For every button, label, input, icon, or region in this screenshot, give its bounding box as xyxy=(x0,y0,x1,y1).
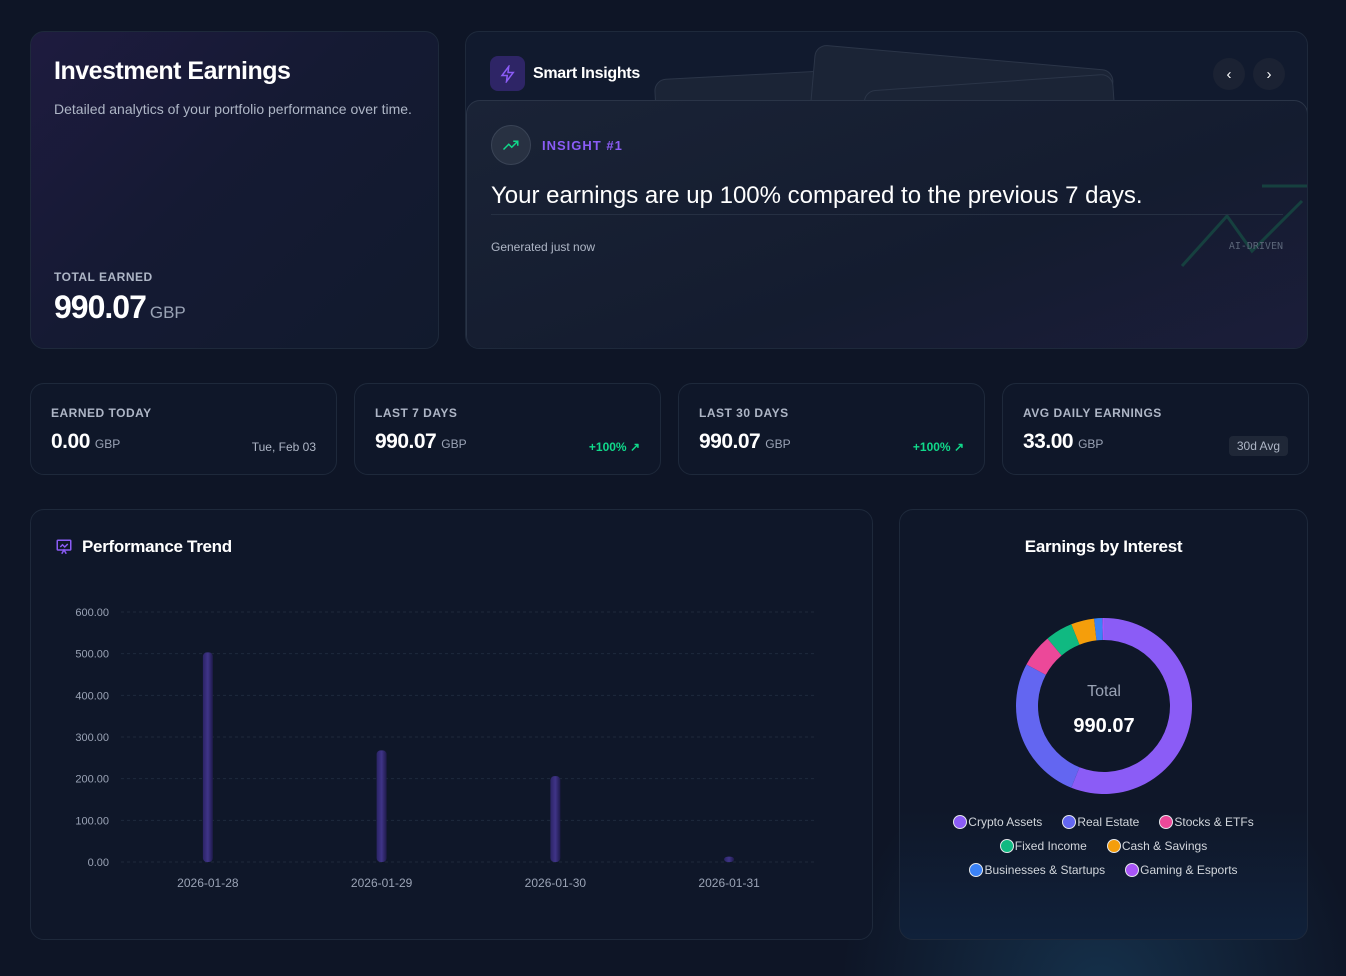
legend-item[interactable]: Gaming & Esports xyxy=(1125,863,1238,877)
stat-change: +100% ↗ xyxy=(588,440,640,454)
generated-time: Generated just now xyxy=(491,240,596,254)
donut-slice[interactable] xyxy=(1047,624,1080,656)
prev-insight-button[interactable]: ‹ xyxy=(1213,58,1245,90)
performance-title: Performance Trend xyxy=(55,537,232,557)
x-tick-label: 2026-01-28 xyxy=(177,876,239,890)
y-tick-label: 300.00 xyxy=(75,732,109,744)
donut-slice[interactable] xyxy=(1071,618,1192,794)
legend-item[interactable]: Businesses & Startups xyxy=(969,863,1105,877)
legend-swatch xyxy=(969,863,984,877)
donut-center-value: 990.07 xyxy=(1073,715,1134,737)
legend-label: Real Estate xyxy=(1077,815,1140,829)
y-tick-label: 500.00 xyxy=(75,649,109,661)
stat-change: +100% ↗ xyxy=(912,440,964,454)
y-tick-label: 100.00 xyxy=(75,815,109,827)
stat-date: Tue, Feb 03 xyxy=(251,440,316,454)
stat-value: 990.07 GBP xyxy=(375,430,467,453)
stat-earned-today: EARNED TODAY 0.00 GBP Tue, Feb 03 xyxy=(30,383,337,475)
legend-swatch xyxy=(1062,815,1077,829)
stat-label: EARNED TODAY xyxy=(51,406,152,420)
stat-last-30-days: LAST 30 DAYS 990.07 GBP +100% ↗ xyxy=(678,383,985,475)
performance-trend-card: Performance Trend 0.00 100.00 200.00 300.00… xyxy=(30,509,873,940)
y-tick-label: 0.00 xyxy=(88,857,109,869)
stat-avg-daily: AVG DAILY EARNINGS 33.00 GBP 30d Avg xyxy=(1002,383,1309,475)
legend-swatch xyxy=(1106,839,1121,853)
ai-driven-tag: AI-DRIVEN xyxy=(1228,241,1283,252)
donut-slice[interactable] xyxy=(1071,618,1097,645)
legend-item[interactable]: Cash & Savings xyxy=(1106,839,1208,853)
total-earned-label: TOTAL EARNED xyxy=(54,270,153,284)
legend-swatch xyxy=(1125,863,1140,877)
page-title: Investment Earnings xyxy=(54,57,291,85)
stat-label: AVG DAILY EARNINGS xyxy=(1023,406,1162,420)
legend-item[interactable]: Stocks & ETFs xyxy=(1159,815,1254,829)
legend-label: Fixed Income xyxy=(1014,839,1087,853)
donut-slice[interactable] xyxy=(1093,618,1103,641)
earnings-by-interest-card: Earnings by Interest Total 990.07 Crypto… xyxy=(899,509,1308,940)
presentation-chart-icon xyxy=(56,539,72,555)
stat-label: LAST 7 DAYS xyxy=(375,406,458,420)
bar[interactable] xyxy=(202,652,213,862)
legend-item[interactable]: Crypto Assets xyxy=(953,815,1042,829)
legend-item[interactable]: Fixed Income xyxy=(999,839,1087,853)
x-tick-label: 2026-01-30 xyxy=(525,876,587,890)
legend-swatch xyxy=(953,815,968,829)
pie-title: Earnings by Interest xyxy=(1024,537,1183,556)
insights-header: Smart Insights xyxy=(490,56,640,91)
divider xyxy=(491,214,1283,215)
insight-badge: INSIGHT #1 xyxy=(542,138,623,153)
insight-card: INSIGHT #1 Your earnings are up 100% com… xyxy=(466,100,1307,348)
legend-label: Gaming & Esports xyxy=(1140,863,1238,877)
trend-decoration-icon xyxy=(1180,184,1307,268)
next-insight-button[interactable]: › xyxy=(1253,58,1285,90)
pie-legend: Crypto Assets Real Estate Stocks & ETFs Fix… xyxy=(920,815,1287,877)
legend-label: Crypto Assets xyxy=(968,815,1043,829)
x-tick-label: 2026-01-31 xyxy=(698,876,760,890)
legend-item[interactable]: Real Estate xyxy=(1062,815,1139,829)
legend-label: Stocks & ETFs xyxy=(1174,815,1254,829)
stat-last-7-days: LAST 7 DAYS 990.07 GBP +100% ↗ xyxy=(354,383,661,475)
stat-value: 33.00 GBP xyxy=(1023,430,1104,453)
y-tick-label: 600.00 xyxy=(75,607,109,619)
smart-insights-card: Smart Insights ‹ › INSIGHT #1 Your earni… xyxy=(465,31,1308,349)
y-tick-label: 200.00 xyxy=(75,774,109,786)
donut-slice[interactable] xyxy=(1016,664,1080,788)
legend-label: Businesses & Startups xyxy=(984,863,1106,877)
stat-label: LAST 30 DAYS xyxy=(699,406,789,420)
bar[interactable] xyxy=(376,750,387,862)
trending-up-icon xyxy=(491,125,531,165)
legend-label: Cash & Savings xyxy=(1121,839,1208,853)
insight-text: Your earnings are up 100% compared to th… xyxy=(491,182,1143,209)
donut-slice[interactable] xyxy=(1026,638,1062,675)
hero-card: Investment Earnings Detailed analytics o… xyxy=(30,31,439,349)
total-earned-value: 990.07 GBP xyxy=(54,289,186,325)
stat-value: 0.00 GBP xyxy=(51,430,121,453)
page-subtitle: Detailed analytics of your portfolio per… xyxy=(54,101,412,117)
legend-swatch xyxy=(1159,815,1174,829)
bolt-icon xyxy=(490,56,525,91)
donut-center-label: Total xyxy=(1087,683,1121,700)
donut-slice[interactable] xyxy=(1102,618,1104,641)
bar-chart: 0.00 100.00 200.00 300.00 400.00 500.00 600.00… xyxy=(75,607,816,890)
stat-badge: 30d Avg xyxy=(1228,436,1288,456)
insights-title: Smart Insights xyxy=(533,64,640,82)
y-tick-label: 400.00 xyxy=(75,690,109,702)
legend-swatch xyxy=(999,839,1014,853)
donut-chart: Total 990.07 xyxy=(1016,618,1192,794)
x-tick-label: 2026-01-29 xyxy=(351,876,413,890)
bar[interactable] xyxy=(724,856,735,862)
stat-value: 990.07 GBP xyxy=(699,430,791,453)
bar[interactable] xyxy=(550,776,561,862)
